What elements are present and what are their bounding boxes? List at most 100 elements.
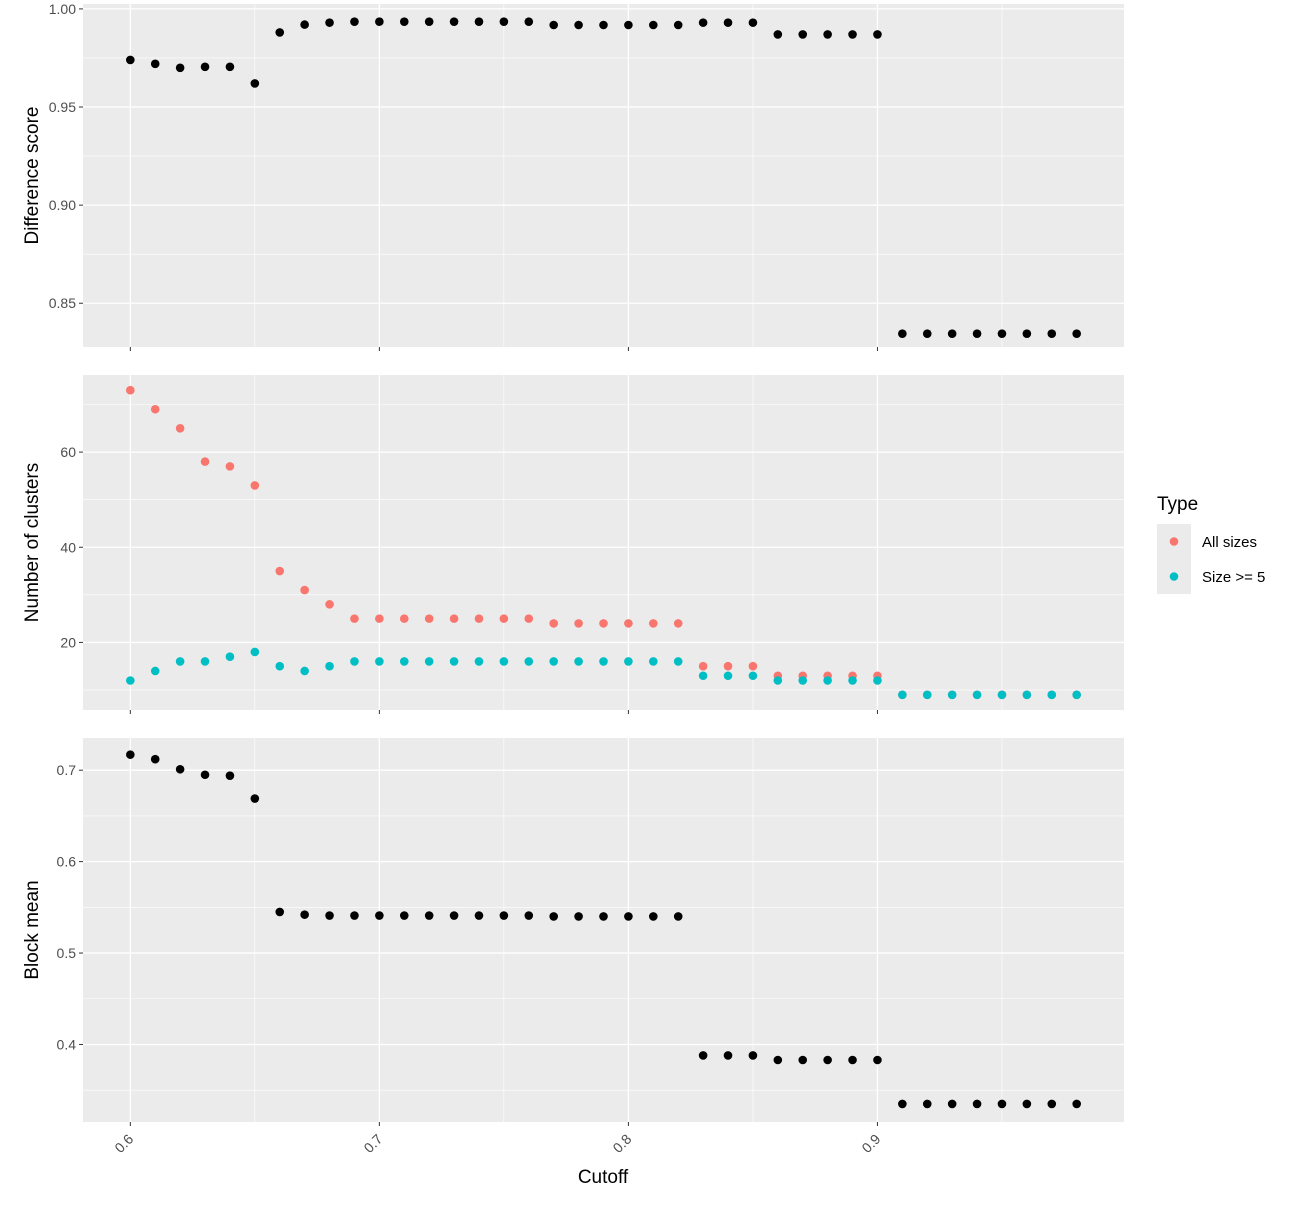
data-point	[624, 657, 633, 666]
x-axis-title: Cutoff	[578, 1167, 629, 1188]
data-point	[748, 1051, 758, 1060]
series-points	[126, 17, 1081, 338]
data-point	[1047, 1099, 1057, 1109]
y-tick-label: 0.5	[57, 945, 77, 961]
data-point	[549, 657, 558, 666]
data-point	[599, 619, 608, 628]
y-tick-label: 0.6	[57, 854, 77, 870]
x-tick-label: 0.7	[360, 1131, 385, 1156]
data-point	[175, 63, 185, 73]
data-point	[524, 911, 534, 920]
data-point	[848, 1055, 857, 1065]
data-point	[624, 619, 633, 628]
legend-entry: All sizes	[1157, 524, 1257, 559]
data-point	[275, 28, 285, 37]
y-tick-label: 0.90	[49, 197, 76, 213]
data-point	[574, 619, 583, 628]
y-tick-label: 40	[60, 539, 76, 555]
data-point	[773, 1055, 783, 1065]
data-point	[350, 911, 359, 920]
data-point	[200, 657, 210, 666]
data-point	[723, 671, 733, 681]
data-point	[474, 657, 484, 666]
data-point	[474, 911, 484, 920]
data-point	[549, 912, 558, 921]
data-point	[399, 614, 409, 623]
data-point	[499, 614, 509, 623]
series-points	[126, 750, 1081, 1109]
data-point	[325, 661, 334, 671]
data-point	[175, 423, 185, 433]
data-point	[200, 770, 210, 780]
legend: Type All sizes Size >= 5	[1157, 494, 1265, 594]
data-point	[424, 657, 434, 666]
data-point	[898, 1099, 907, 1109]
data-point	[1072, 329, 1081, 338]
legend-label: All sizes	[1202, 534, 1257, 551]
data-point	[898, 329, 907, 338]
data-point	[922, 329, 932, 338]
data-point	[375, 17, 384, 26]
legend-entries: All sizes Size >= 5	[1157, 524, 1265, 594]
data-point	[126, 385, 135, 395]
data-point	[449, 911, 459, 920]
data-point	[997, 1099, 1007, 1109]
data-point	[300, 585, 309, 595]
data-point	[150, 404, 160, 414]
data-point	[922, 690, 932, 700]
data-point	[873, 30, 882, 39]
data-point	[350, 614, 359, 623]
data-point	[748, 18, 758, 27]
data-point	[424, 911, 434, 920]
legend-label: Size >= 5	[1202, 569, 1265, 586]
data-point	[200, 457, 210, 466]
data-point	[325, 600, 334, 609]
y-tick-label: 0.85	[49, 295, 76, 311]
data-point	[624, 20, 633, 30]
data-point	[649, 657, 658, 666]
data-point	[175, 764, 185, 774]
data-point	[350, 17, 359, 26]
data-point	[325, 911, 334, 920]
data-point	[325, 18, 334, 27]
data-point	[723, 1051, 733, 1060]
y-tick-label: 20	[60, 634, 76, 650]
data-point	[449, 17, 459, 26]
data-point	[723, 18, 733, 27]
data-point	[424, 17, 434, 26]
y-axis-title: Block mean	[22, 880, 43, 979]
panel-background	[83, 4, 1124, 347]
data-point	[723, 661, 733, 671]
data-point	[848, 676, 857, 685]
data-point	[673, 20, 683, 30]
data-point	[698, 18, 708, 27]
data-point	[972, 690, 982, 700]
data-point	[599, 657, 608, 666]
data-point	[1022, 329, 1032, 338]
data-point	[375, 657, 384, 666]
panel-background	[83, 738, 1124, 1122]
data-point	[649, 619, 658, 628]
data-point	[300, 20, 309, 29]
data-point	[300, 910, 309, 919]
data-point	[250, 481, 260, 490]
data-point	[1022, 1099, 1032, 1109]
data-point	[1047, 690, 1057, 700]
data-point	[350, 657, 359, 666]
data-point	[549, 20, 558, 30]
panel-block: 0.4 0.5 0.6 0.7 Block mean	[22, 738, 1124, 1126]
data-point	[424, 614, 434, 623]
y-tick-label: 1.00	[49, 1, 76, 17]
data-point	[250, 647, 260, 657]
data-point	[922, 1099, 932, 1109]
data-point	[972, 329, 982, 338]
x-tick-label: 0.8	[609, 1131, 634, 1156]
data-point	[300, 666, 309, 676]
data-point	[1072, 1099, 1081, 1109]
data-point	[524, 17, 534, 26]
data-point	[549, 619, 558, 628]
data-point	[798, 1055, 808, 1065]
data-point	[1072, 690, 1081, 700]
